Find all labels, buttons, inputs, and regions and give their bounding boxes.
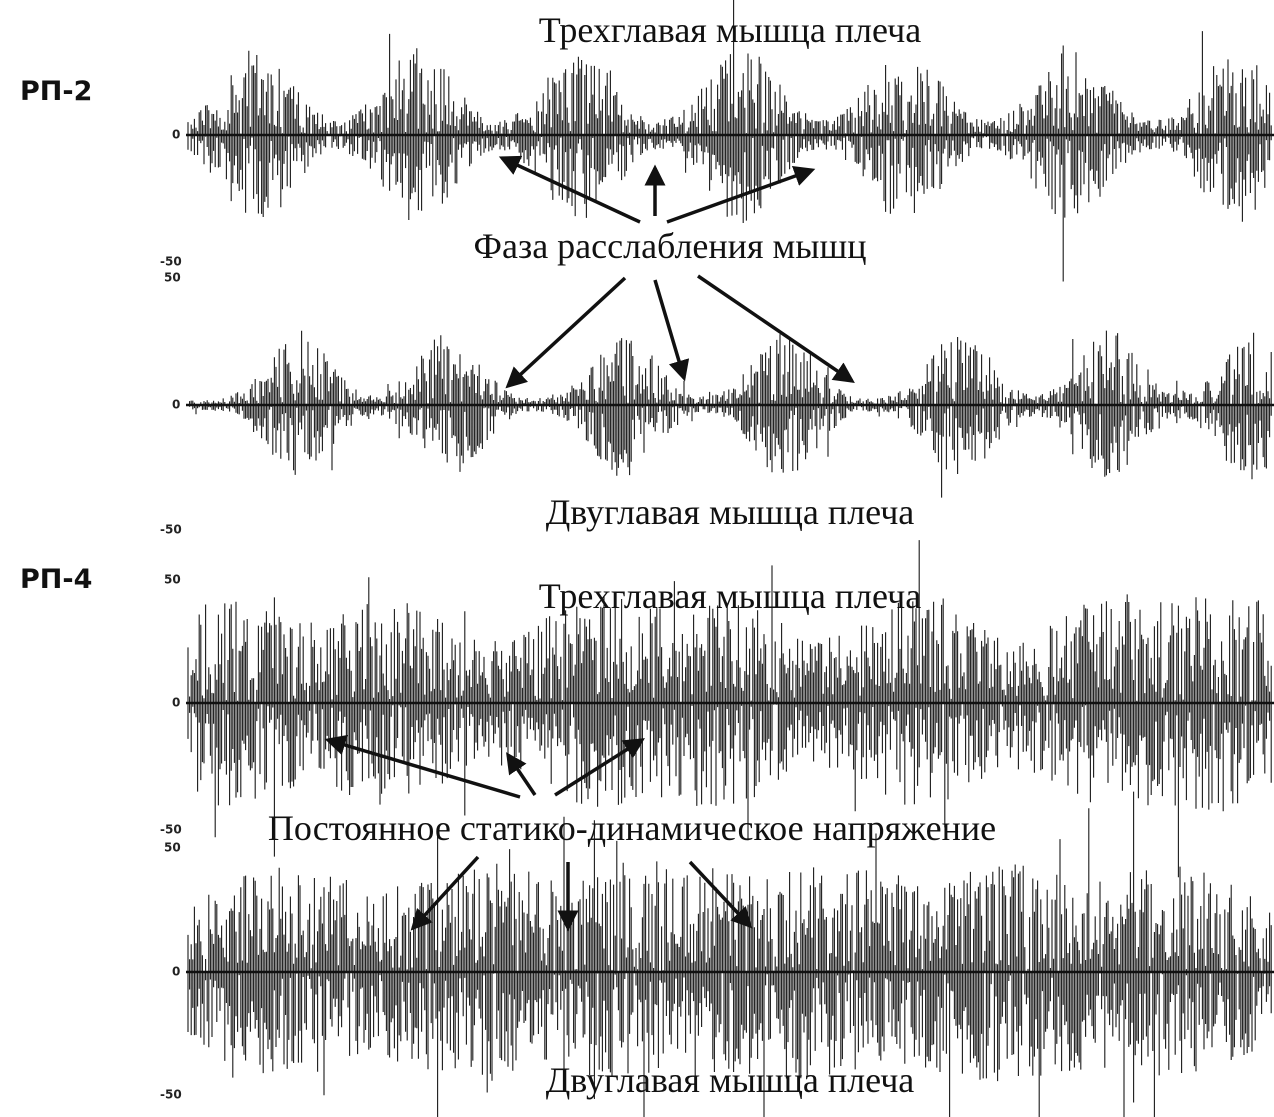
tick-label: 0: [172, 696, 180, 710]
emg-figure: РП-2 РП-4 0 -50 50 0 -50 50 0 -50 50 0 -…: [0, 0, 1274, 1117]
muscle-title: Трехглавая мышца плеча: [539, 576, 921, 616]
panel-label: РП-2: [20, 76, 92, 107]
muscle-title: Трехглавая мышца плеча: [539, 10, 921, 50]
emg-signal: [188, 331, 1271, 498]
muscle-title: Двуглавая мышца плеча: [546, 1060, 915, 1100]
annotation: Постоянное статико-динамическое напряжен…: [268, 808, 996, 848]
tick-label: -50: [160, 1088, 182, 1102]
tick-label: 50: [164, 841, 181, 855]
panel-label: РП-4: [20, 564, 92, 595]
tick-label: -50: [160, 255, 182, 269]
tick-label: 0: [172, 965, 180, 979]
tick-label: 0: [172, 128, 180, 142]
emg-traces: [186, 0, 1274, 1117]
tick-label: -50: [160, 523, 182, 537]
tick-label: 0: [172, 398, 180, 412]
muscle-title: Двуглавая мышца плеча: [546, 492, 915, 532]
annotation: Фаза расслабления мышц: [474, 226, 867, 266]
tick-label: 50: [164, 573, 181, 587]
tick-label: -50: [160, 823, 182, 837]
tick-label: 50: [164, 271, 181, 285]
